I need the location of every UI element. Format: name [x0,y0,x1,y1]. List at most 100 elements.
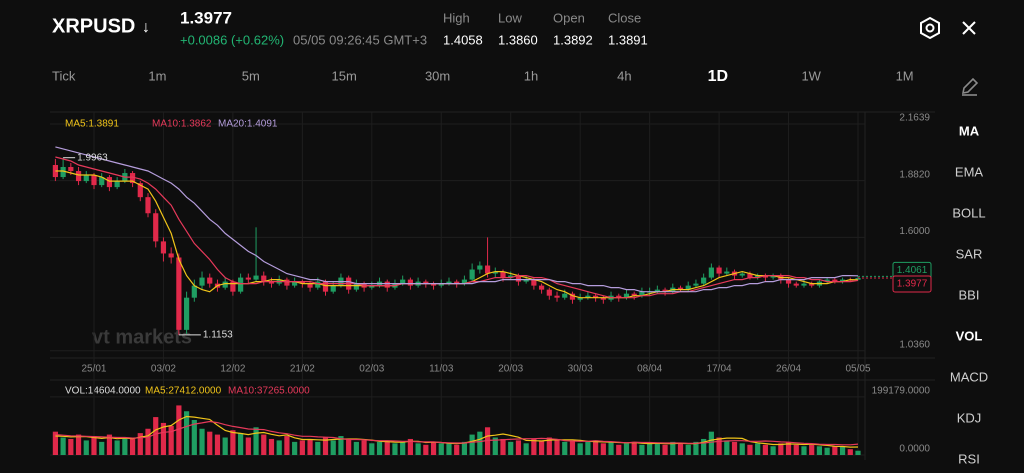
watermark: vt markets [92,326,192,348]
candle-body [438,283,444,286]
x-tick-label: 17/04 [707,364,732,375]
volume-bar [322,437,329,455]
candle-body [330,285,336,292]
volume-bar [338,436,344,455]
volume-bar [562,441,568,455]
volume-bar [639,444,645,455]
edit-icon[interactable] [961,77,979,96]
volume-bar [515,440,522,455]
indicator-tab[interactable]: SAR [956,246,983,261]
volume-bar [731,441,738,455]
candle-body [446,281,452,284]
indicator-tab[interactable]: MACD [950,369,988,384]
volume-bar [106,434,113,455]
timeframe-tab[interactable]: 1M [896,68,914,83]
timeframe-tab[interactable]: 1h [524,68,538,83]
timeframe-tab[interactable]: 1W [801,68,821,83]
stat-value: 1.3860 [498,32,538,47]
candle-body [569,293,576,300]
symbol-arrow[interactable]: ↓ [142,19,150,36]
candle-body [623,293,630,298]
volume-bar [484,427,491,455]
candle-body [430,283,437,286]
close-icon[interactable] [962,21,976,35]
candle-body [60,167,66,178]
candle-body [739,273,745,276]
candle-body [484,265,491,274]
legend-entry: MA5:1.3891 [65,119,119,130]
volume-bar [855,450,861,455]
timeframe-tab[interactable]: 15m [332,68,357,83]
candle-body [785,279,792,284]
indicator-tab[interactable]: VOL [956,328,983,343]
volume-bar [68,438,74,455]
indicator-tab[interactable]: BBI [959,287,980,302]
volume-bar [816,446,823,455]
candle-body [677,287,684,290]
candle-body [292,281,298,286]
volume-tick-label: 0.0000 [899,444,930,455]
settings-icon[interactable] [920,16,940,40]
price-tag [892,275,932,293]
candle-body [176,257,182,330]
candle-body [724,271,730,274]
price-tag-label: 1.3977 [897,279,928,290]
volume-bar [500,438,506,455]
volume-bar [847,449,853,455]
volume-bar [207,431,213,455]
candle-body [654,289,660,292]
volume-bar [801,446,807,455]
candle-body [75,171,82,182]
candle-body [546,289,552,296]
indicator-tab[interactable]: KDJ [957,410,982,425]
volume-bar [824,447,830,455]
candle-body [593,295,599,298]
volume-bar [276,440,282,455]
price: 1.3977 [180,8,232,27]
volume-bar [122,437,128,455]
volume-bar [353,441,359,455]
candle-body [469,269,475,280]
x-tick-label: 30/03 [568,364,593,375]
timeframe-tab[interactable]: 5m [242,68,260,83]
candle-body [762,275,768,278]
min-label: 1.1153 [203,329,233,340]
candle-body [153,213,159,242]
timeframe-tab[interactable]: 30m [425,68,450,83]
indicator-tab[interactable]: EMA [955,164,984,179]
indicator-tab[interactable]: BOLL [952,205,985,220]
stat-label: Low [498,10,522,25]
candle-body [99,177,105,186]
timeframe-tab[interactable]: 4h [617,68,631,83]
volume-bar [423,444,429,455]
volume-bar [461,441,468,455]
stat-label: Close [608,10,641,25]
x-tick-label: 11/03 [429,364,454,375]
volume-bar [415,443,421,455]
candle-body [577,297,583,300]
indicator-tab[interactable]: RSI [958,451,980,466]
timeframe-tab[interactable]: Tick [52,68,76,83]
x-tick-label: 08/04 [637,364,662,375]
volume-bar [199,428,205,455]
volume-tick-label: 199179.0000 [872,386,931,397]
indicator-tab[interactable]: MA [959,123,980,138]
volume-bar [346,438,352,455]
volume-bar [75,434,82,455]
timeframe-tab[interactable]: 1m [148,68,166,83]
volume-bar [623,443,630,455]
volume-bar [191,420,197,455]
candle-body [407,279,413,286]
candle-body [747,273,753,278]
volume-bar [577,443,583,455]
volume-bar [585,441,591,455]
volume-bar [238,433,244,455]
volume-bar [793,444,799,455]
volume-bar [839,446,846,455]
candle-body [307,283,313,288]
x-tick-label: 25/01 [81,364,106,375]
candle-body [83,175,89,182]
timeframe-tab[interactable]: 1D [708,68,728,85]
volume-bar [546,437,552,455]
